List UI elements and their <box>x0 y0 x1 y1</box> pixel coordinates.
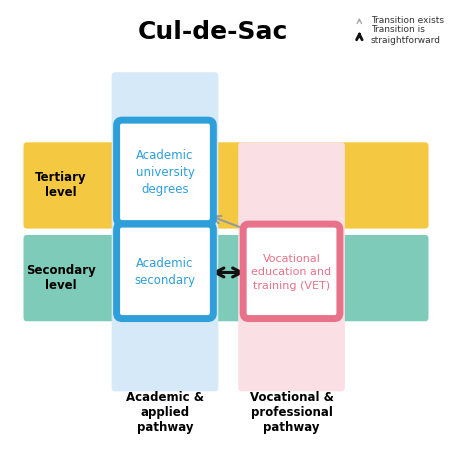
FancyBboxPatch shape <box>23 143 428 229</box>
FancyBboxPatch shape <box>111 73 218 391</box>
Text: Academic
secondary: Academic secondary <box>134 257 195 287</box>
FancyBboxPatch shape <box>243 225 339 319</box>
Text: Transition exists: Transition exists <box>370 16 443 25</box>
Text: Transition is
straightforward: Transition is straightforward <box>370 25 440 45</box>
Text: Academic &
applied
pathway: Academic & applied pathway <box>126 390 203 433</box>
Text: Vocational &
professional
pathway: Vocational & professional pathway <box>249 390 333 433</box>
FancyBboxPatch shape <box>116 225 213 319</box>
Text: Vocational
education and
training (VET): Vocational education and training (VET) <box>251 253 331 290</box>
Text: Secondary
level: Secondary level <box>26 263 96 291</box>
Text: Academic
university
degrees: Academic university degrees <box>135 149 194 196</box>
FancyBboxPatch shape <box>23 235 428 322</box>
FancyBboxPatch shape <box>116 121 213 224</box>
FancyBboxPatch shape <box>238 143 344 391</box>
Text: Cul-de-Sac: Cul-de-Sac <box>137 20 287 44</box>
Text: Tertiary
level: Tertiary level <box>35 171 87 199</box>
